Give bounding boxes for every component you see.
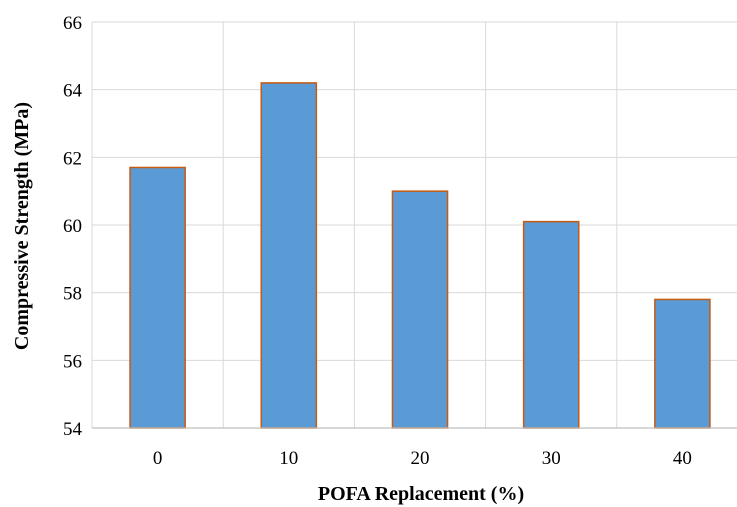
y-tick-label: 62 xyxy=(63,148,82,169)
y-tick-label: 54 xyxy=(63,419,83,440)
x-tick-label: 30 xyxy=(542,448,561,469)
y-tick-label: 56 xyxy=(63,351,82,372)
x-tick-label: 20 xyxy=(411,448,430,469)
y-tick-label: 66 xyxy=(63,13,82,34)
x-tick-label: 40 xyxy=(673,448,692,469)
y-tick-label: 58 xyxy=(63,284,82,305)
x-tick-labels: 0 10 20 30 40 xyxy=(153,448,692,469)
x-tick-label: 10 xyxy=(279,448,298,469)
x-tick-label: 0 xyxy=(153,448,163,469)
y-tick-label: 64 xyxy=(63,81,83,102)
bar-20 xyxy=(391,190,449,429)
bar-0 xyxy=(129,166,186,429)
bar-30 xyxy=(522,220,580,429)
y-tick-label: 60 xyxy=(63,216,82,237)
y-axis-title: Compressive Strength (MPa) xyxy=(11,102,33,350)
bar-10 xyxy=(260,82,318,429)
y-tick-labels: 54 56 58 60 62 64 66 xyxy=(63,13,83,440)
bar-40 xyxy=(654,298,711,429)
x-axis-title: POFA Replacement (%) xyxy=(318,483,524,505)
grid-lines xyxy=(91,21,737,428)
bars xyxy=(129,82,711,429)
